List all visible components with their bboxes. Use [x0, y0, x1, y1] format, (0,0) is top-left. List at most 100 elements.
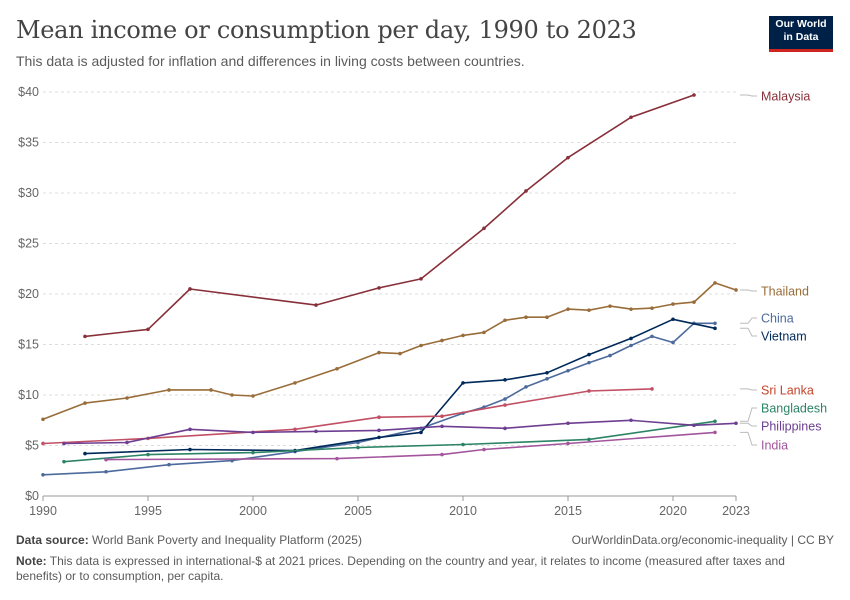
data-point [608, 353, 612, 358]
x-tick-label: 2023 [722, 504, 750, 518]
y-tick-label: $0 [25, 489, 39, 503]
series-label: Sri Lanka [761, 384, 814, 398]
y-tick-label: $10 [18, 388, 39, 402]
data-point [503, 403, 507, 407]
data-point [482, 447, 486, 452]
data-point [503, 426, 507, 431]
y-tick-label: $30 [18, 186, 39, 200]
data-point [545, 377, 549, 381]
y-axis-ticks: $0 $5 $10 $15 $20 $25 $30 $35 $40 [18, 85, 39, 503]
data-point [587, 360, 591, 365]
data-point [377, 428, 381, 433]
data-point [524, 315, 528, 320]
data-point [146, 452, 150, 457]
chart-title: Mean income or consumption per day, 1990… [16, 16, 637, 44]
data-point [251, 430, 255, 435]
data-point [566, 421, 570, 426]
series-label: India [761, 439, 788, 453]
data-point [41, 472, 45, 477]
label-leader-line [740, 431, 757, 446]
data-point [461, 381, 465, 385]
x-tick-label: 2015 [554, 504, 582, 518]
data-point [62, 459, 66, 464]
data-point [83, 401, 87, 405]
data-point [188, 447, 192, 452]
label-leader-line [740, 407, 757, 422]
y-tick-label: $5 [25, 439, 39, 453]
data-point [440, 452, 444, 457]
data-point [650, 387, 654, 391]
label-leader-line [740, 289, 757, 292]
chart-subtitle: This data is adjusted for inflation and … [16, 53, 525, 69]
data-point [629, 336, 633, 341]
series-label: Philippines [761, 420, 821, 434]
data-point [482, 330, 486, 335]
data-point [692, 93, 696, 97]
data-point [419, 343, 423, 348]
y-tick-label: $40 [18, 85, 39, 99]
label-leader-line [740, 94, 757, 97]
data-point [692, 300, 696, 304]
footnote: Note: This data is expressed in internat… [16, 554, 816, 584]
data-point [503, 397, 507, 401]
data-point [293, 427, 297, 432]
data-point [629, 307, 633, 311]
data-point [713, 419, 717, 424]
data-point [629, 418, 633, 423]
data-point [167, 388, 171, 392]
x-tick-label: 1990 [29, 504, 57, 518]
data-point [293, 381, 297, 385]
data-point [251, 450, 255, 455]
data-point [419, 277, 423, 281]
data-point [734, 421, 738, 426]
data-point [167, 462, 171, 467]
data-point [629, 343, 633, 348]
source-url[interactable]: OurWorldinData.org/economic-inequality |… [571, 533, 834, 547]
data-point [419, 430, 423, 435]
data-point [545, 315, 549, 320]
note-text: This data is expressed in international-… [16, 554, 785, 583]
note-label: Note: [16, 554, 47, 568]
data-point [314, 429, 318, 434]
data-point [650, 334, 654, 339]
series-line-bangladesh [63, 420, 716, 463]
data-point [713, 281, 717, 285]
label-leader-line [740, 388, 757, 391]
series-labels: Malaysia Thailand China Vietnam Sri Lanka Ban… [740, 90, 827, 453]
data-point [566, 155, 570, 160]
data-point [461, 442, 465, 447]
data-point [713, 430, 717, 435]
series-label: Thailand [761, 285, 809, 299]
data-source: Data source: World Bank Poverty and Ineq… [16, 533, 362, 547]
series-line-india [105, 431, 716, 461]
data-point [41, 441, 45, 446]
logo-line-1: Our World [775, 18, 827, 30]
data-point [566, 368, 570, 373]
data-point [146, 327, 150, 332]
data-source-text[interactable]: World Bank Poverty and Inequality Platfo… [92, 533, 362, 547]
y-tick-label: $35 [18, 136, 39, 150]
data-point [587, 389, 591, 393]
data-point [104, 457, 108, 462]
series-line-vietnam [84, 318, 716, 455]
owid-logo[interactable]: Our World in Data [769, 16, 833, 52]
data-point [314, 303, 318, 307]
data-point [650, 306, 654, 310]
data-point [482, 226, 486, 231]
data-point [671, 340, 675, 345]
data-point [608, 304, 612, 308]
data-point [83, 334, 87, 339]
series-label: Malaysia [761, 90, 810, 104]
data-point [587, 308, 591, 312]
data-point [377, 286, 381, 290]
data-point [629, 115, 633, 120]
data-point [377, 435, 381, 440]
data-point [251, 394, 255, 398]
data-point [398, 351, 402, 356]
label-leader-line [740, 327, 757, 337]
y-tick-label: $15 [18, 338, 39, 352]
x-axis: 1990 1995 2000 2005 2010 2015 2020 2023 [29, 495, 750, 518]
data-point [188, 427, 192, 432]
label-leader-line [740, 422, 757, 427]
data-point [125, 396, 129, 400]
